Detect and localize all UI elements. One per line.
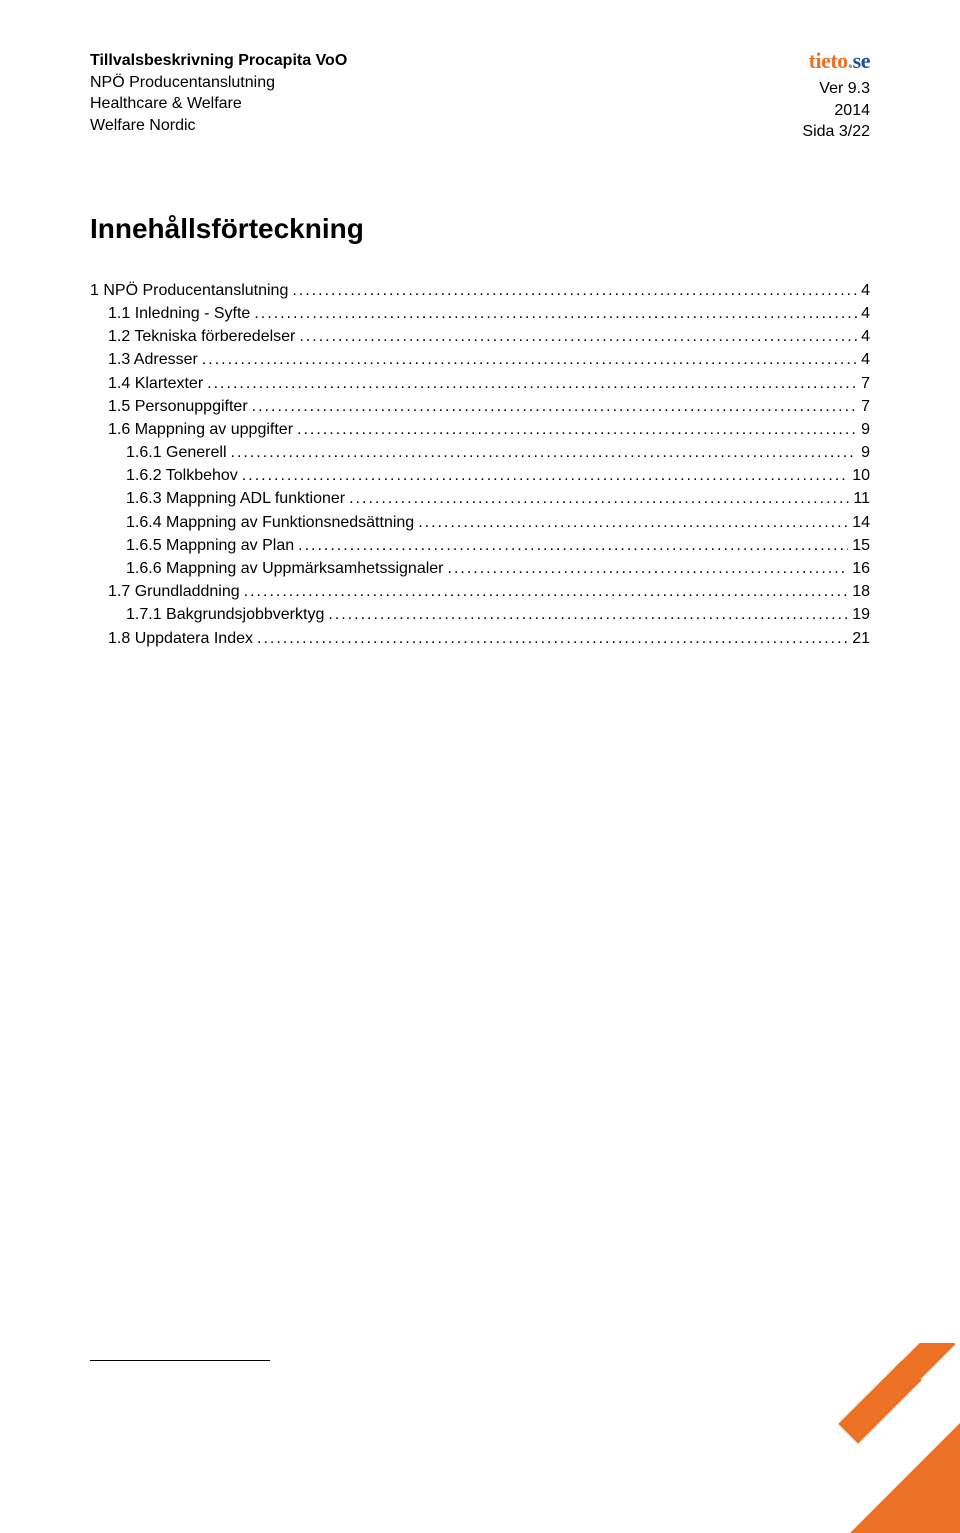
toc-leader-dots <box>202 348 857 371</box>
toc-row: 1.5 Personuppgifter 7 <box>90 395 870 418</box>
toc-row: 1.4 Klartexter 7 <box>90 372 870 395</box>
toc-page-number: 10 <box>852 464 870 487</box>
toc-page-number: 9 <box>861 441 870 464</box>
toc-page-number: 11 <box>853 487 870 510</box>
toc-page-number: 14 <box>852 511 870 534</box>
toc-label: 1.3 Adresser <box>108 348 198 371</box>
toc-row: 1.6.2 Tolkbehov 10 <box>90 464 870 487</box>
toc-leader-dots <box>292 279 857 302</box>
toc-row: 1.6.4 Mappning av Funktionsnedsättning 14 <box>90 511 870 534</box>
toc-leader-dots <box>231 441 858 464</box>
table-of-contents: 1 NPÖ Producentanslutning41.1 Inledning … <box>90 279 870 650</box>
toc-page-number: 19 <box>852 603 870 626</box>
toc-page-number: 16 <box>852 557 870 580</box>
toc-row: 1.6.1 Generell 9 <box>90 441 870 464</box>
doc-subtitle-1: NPÖ Producentanslutning <box>90 72 347 94</box>
footer-rule <box>90 1360 270 1361</box>
toc-page-number: 4 <box>861 279 870 302</box>
toc-leader-dots <box>254 302 857 325</box>
toc-leader-dots <box>299 325 857 348</box>
toc-label: 1.7 Grundladdning <box>108 580 240 603</box>
toc-row: 1.7.1 Bakgrundsjobbverktyg 19 <box>90 603 870 626</box>
toc-label: 1.6 Mappning av uppgifter <box>108 418 293 441</box>
toc-leader-dots <box>349 487 849 510</box>
toc-label: 1.7.1 Bakgrundsjobbverktyg <box>126 603 324 626</box>
doc-title: Tillvalsbeskrivning Procapita VoO <box>90 50 347 72</box>
toc-row: 1.2 Tekniska förberedelser 4 <box>90 325 870 348</box>
toc-leader-dots <box>418 511 848 534</box>
toc-label: 1 NPÖ Producentanslutning <box>90 279 288 302</box>
logo-suffix: se <box>853 48 870 73</box>
toc-page-number: 7 <box>861 372 870 395</box>
toc-leader-dots <box>298 534 848 557</box>
toc-label: 1.1 Inledning - Syfte <box>108 302 250 325</box>
toc-label: 1.8 Uppdatera Index <box>108 627 253 650</box>
toc-label: 1.6.1 Generell <box>126 441 227 464</box>
toc-row: 1.7 Grundladdning 18 <box>90 580 870 603</box>
year-text: 2014 <box>802 100 870 122</box>
header-right: tieto.se Ver 9.3 2014 Sida 3/22 <box>802 50 870 143</box>
toc-label: 1.6.5 Mappning av Plan <box>126 534 294 557</box>
toc-leader-dots <box>297 418 857 441</box>
toc-leader-dots <box>207 372 857 395</box>
toc-row: 1.6.3 Mappning ADL funktioner 11 <box>90 487 870 510</box>
toc-leader-dots <box>328 603 848 626</box>
toc-page-number: 4 <box>861 325 870 348</box>
toc-label: 1.6.6 Mappning av Uppmärksamhetssignaler <box>126 557 444 580</box>
toc-page-number: 4 <box>861 302 870 325</box>
page-header: Tillvalsbeskrivning Procapita VoO NPÖ Pr… <box>90 50 870 143</box>
toc-row: 1.3 Adresser 4 <box>90 348 870 371</box>
logo-main: tieto <box>809 48 848 73</box>
toc-page-number: 18 <box>852 580 870 603</box>
toc-leader-dots <box>448 557 849 580</box>
toc-row: 1 NPÖ Producentanslutning 4 <box>90 279 870 302</box>
page-number-text: Sida 3/22 <box>802 121 870 143</box>
toc-label: 1.6.3 Mappning ADL funktioner <box>126 487 345 510</box>
toc-row: 1.6.6 Mappning av Uppmärksamhetssignaler… <box>90 557 870 580</box>
toc-page-number: 9 <box>861 418 870 441</box>
toc-label: 1.6.4 Mappning av Funktionsnedsättning <box>126 511 414 534</box>
toc-page-number: 21 <box>852 627 870 650</box>
tieto-logo-text: tieto.se <box>802 50 870 72</box>
version-text: Ver 9.3 <box>802 78 870 100</box>
toc-row: 1.1 Inledning - Syfte 4 <box>90 302 870 325</box>
toc-label: 1.2 Tekniska förberedelser <box>108 325 295 348</box>
toc-label: 1.5 Personuppgifter <box>108 395 248 418</box>
toc-label: 1.4 Klartexter <box>108 372 203 395</box>
tieto-corner-logo-icon <box>790 1343 960 1533</box>
toc-row: 1.6 Mappning av uppgifter 9 <box>90 418 870 441</box>
toc-row: 1.6.5 Mappning av Plan 15 <box>90 534 870 557</box>
toc-row: 1.8 Uppdatera Index 21 <box>90 627 870 650</box>
doc-subtitle-2: Healthcare & Welfare <box>90 93 347 115</box>
header-left: Tillvalsbeskrivning Procapita VoO NPÖ Pr… <box>90 50 347 136</box>
toc-leader-dots <box>244 580 849 603</box>
toc-page-number: 7 <box>861 395 870 418</box>
toc-leader-dots <box>242 464 848 487</box>
toc-leader-dots <box>252 395 857 418</box>
toc-label: 1.6.2 Tolkbehov <box>126 464 238 487</box>
toc-page-number: 15 <box>852 534 870 557</box>
toc-page-number: 4 <box>861 348 870 371</box>
toc-leader-dots <box>257 627 848 650</box>
toc-heading: Innehållsförteckning <box>90 213 870 245</box>
doc-subtitle-3: Welfare Nordic <box>90 115 347 137</box>
